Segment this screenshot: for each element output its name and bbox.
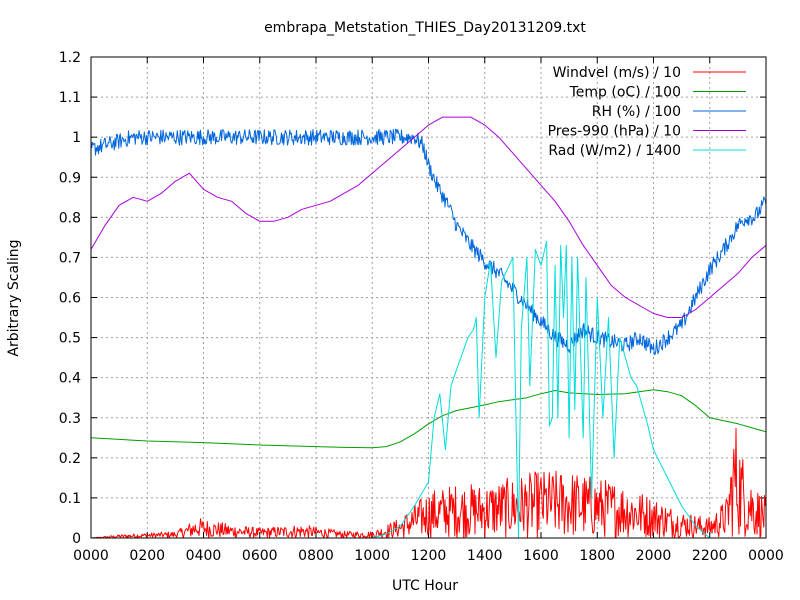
y-tick-label: 0.3: [59, 411, 81, 427]
series-line-5: [91, 240, 766, 539]
chart-title: embrapa_Metstation_THIES_Day20131209.txt: [264, 20, 586, 36]
y-tick-label: 0.1: [59, 491, 81, 507]
x-tick-label: 1800: [579, 548, 615, 564]
y-tick-label: 0.8: [59, 210, 81, 226]
x-axis-label: UTC Hour: [392, 578, 458, 594]
y-axis-label: Arbitrary Scaling: [6, 239, 22, 356]
y-tick-label: 0: [72, 531, 81, 547]
series-line-2: [90, 389, 767, 449]
y-tick-label: 0.7: [59, 250, 81, 266]
ticks: 0 0.1 0.2 0.3 0.4 0.5 0.6 0.7 0.8 0.9 1 1.1 1.2 0000 0…: [59, 50, 784, 564]
y-tick-label: 1.1: [59, 90, 81, 106]
x-tick-label: 0000: [748, 548, 784, 564]
x-tick-label: 0800: [298, 548, 334, 564]
x-tick-label: 0600: [242, 548, 278, 564]
series-line-1: [91, 427, 767, 539]
legend: Windvel (m/s) / 10 Temp (oC) / 100 RH (%) …: [548, 65, 746, 159]
x-tick-label: 1000: [354, 548, 390, 564]
y-tick-label: 0.5: [59, 331, 81, 347]
x-tick-label: 0400: [186, 548, 222, 564]
x-tick-label: 1600: [523, 548, 559, 564]
legend-label-3: RH (%) / 100: [592, 104, 681, 120]
x-tick-label: 2000: [636, 548, 672, 564]
y-tick-label: 1: [72, 130, 81, 146]
x-tick-label: 0200: [129, 548, 165, 564]
y-tick-label: 1.2: [59, 50, 81, 66]
x-tick-label: 2200: [692, 548, 728, 564]
legend-label-2: Temp (oC) / 100: [569, 85, 681, 101]
y-tick-label: 0.6: [59, 291, 81, 307]
legend-label-4: Pres-990 (hPa) / 10: [548, 124, 681, 140]
series-group: [90, 116, 767, 539]
x-tick-label: 1200: [411, 548, 447, 564]
x-tick-label: 1400: [467, 548, 503, 564]
y-tick-label: 0.4: [59, 371, 81, 387]
series-line-3: [90, 128, 767, 356]
y-tick-label: 0.2: [59, 451, 81, 467]
plot-frame: [90, 56, 767, 539]
x-tick-label: 0000: [73, 548, 109, 564]
legend-label-1: Windvel (m/s) / 10: [553, 65, 681, 81]
y-tick-label: 0.9: [59, 170, 81, 186]
series-line-4: [90, 116, 767, 318]
legend-label-5: Rad (W/m2) / 1400: [548, 143, 681, 159]
